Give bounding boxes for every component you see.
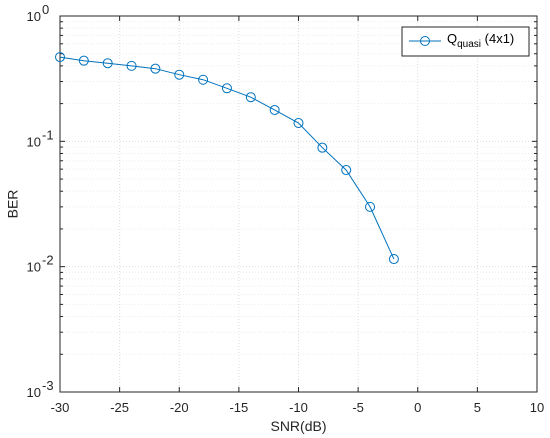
- y-tick-label: 10: [27, 260, 41, 275]
- x-axis-label: SNR(dB): [270, 418, 326, 434]
- data-point: [269, 104, 280, 115]
- series-layer: [55, 52, 399, 265]
- axis-ticks: [59, 16, 538, 393]
- legend-suffix-text: (4x1): [481, 31, 514, 46]
- y-tick-label-exponent: -2: [42, 253, 54, 268]
- x-tick-label: -5: [352, 400, 364, 415]
- series-line: [59, 56, 395, 260]
- y-tick-label: 10: [27, 134, 41, 149]
- data-point: [388, 254, 399, 265]
- x-tick-label: 10: [530, 400, 544, 415]
- data-point: [317, 142, 328, 153]
- y-axis-label: BER: [5, 190, 21, 219]
- x-tick-label: -20: [170, 400, 189, 415]
- data-point: [198, 74, 209, 85]
- data-point: [102, 58, 113, 69]
- legend: Qquasi (4x1): [401, 26, 530, 57]
- x-tick-label: -10: [289, 400, 308, 415]
- data-point: [126, 60, 137, 71]
- x-tick-label: 0: [414, 400, 421, 415]
- data-point: [150, 63, 161, 74]
- legend-main-text: Q: [447, 31, 457, 46]
- x-tick-label: -25: [110, 400, 129, 415]
- data-point: [245, 92, 256, 103]
- data-point: [78, 55, 89, 66]
- legend-entry-label: Qquasi (4x1): [447, 31, 514, 50]
- data-point: [341, 165, 352, 176]
- data-point: [293, 118, 304, 129]
- legend-box: [401, 26, 530, 57]
- x-tick-label: -15: [229, 400, 248, 415]
- legend-sub-text: quasi: [457, 39, 481, 50]
- data-point: [221, 83, 232, 94]
- plot-frame: [59, 15, 538, 393]
- y-tick-label-exponent: -1: [42, 127, 54, 142]
- x-tick-label: 5: [474, 400, 481, 415]
- data-point: [174, 69, 185, 80]
- x-tick-label: -30: [51, 400, 70, 415]
- data-point: [55, 52, 65, 63]
- y-tick-label: 10: [27, 9, 41, 24]
- y-tick-label-exponent: 0: [42, 2, 49, 17]
- y-tick-label: 10: [27, 385, 41, 400]
- y-tick-label-exponent: -3: [42, 378, 54, 393]
- data-point: [365, 201, 376, 212]
- legend-marker-swatch: [420, 36, 430, 46]
- grid: [60, 16, 537, 392]
